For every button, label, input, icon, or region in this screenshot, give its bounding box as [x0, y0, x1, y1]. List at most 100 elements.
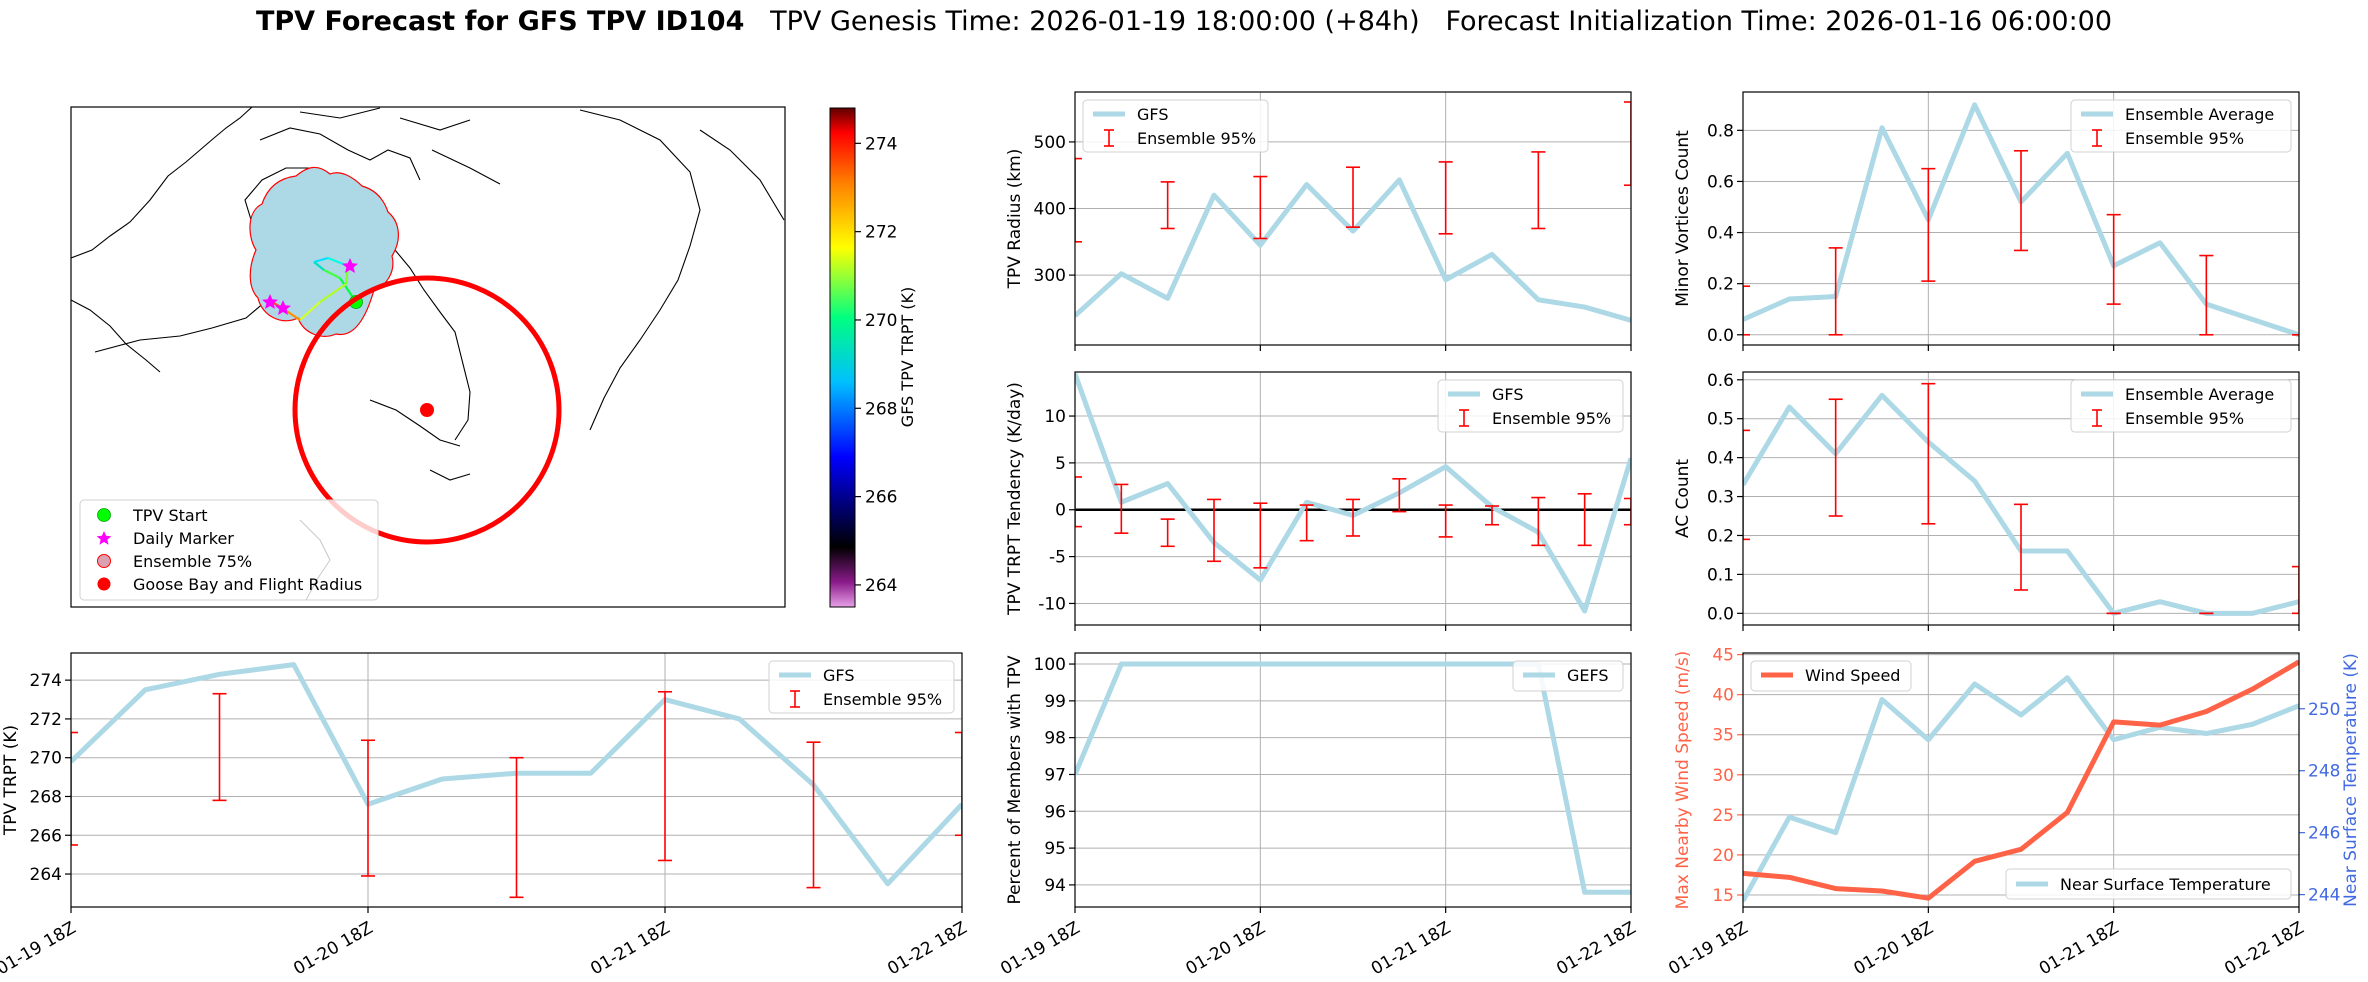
- ac-ytick-label: 0.2: [1707, 526, 1734, 546]
- members-ylabel: Percent of Members with TPV: [1005, 655, 1025, 904]
- tendency-legend-box: [1437, 379, 1624, 433]
- ac-ylabel: AC Count: [1673, 459, 1693, 538]
- tendency-errorbar: [1075, 476, 1082, 528]
- daily-marker-3: [275, 300, 291, 315]
- radius-ytick-label: 300: [1034, 266, 1066, 286]
- tendency-ytick-label: -10: [1038, 594, 1066, 614]
- radius-legend-series-label: GFS: [1137, 105, 1168, 124]
- members-ytick-label: 99: [1044, 692, 1066, 712]
- radius-ytick-label: 400: [1034, 200, 1066, 220]
- legend-tpv-start-icon: [97, 508, 111, 522]
- tendency-errorbar: [1485, 505, 1499, 526]
- ac-ytick-label: 0.0: [1707, 604, 1734, 624]
- trpt-xtick-label: 01-21 18Z: [587, 918, 673, 979]
- tendency-errorbar: [1392, 478, 1407, 513]
- colorbar-tick-label: 266: [865, 488, 897, 508]
- tendency-ytick-label: 0: [1055, 501, 1066, 521]
- tendency-errorbar: [1531, 496, 1546, 547]
- trpt-ytick-label: 272: [30, 710, 62, 730]
- wind-ytick-label: 45: [1712, 646, 1734, 666]
- daily-marker-1: [342, 258, 358, 273]
- ac-errorbar: [1921, 382, 1936, 525]
- chart-percent-members: 94 95 96 97 98 99 100 01-19 18Z 01-20 18Z 01-21 1…: [997, 652, 1640, 979]
- radius-errorbar: [1160, 181, 1175, 230]
- tendency-ylabel: TPV TRPT Tendency (K/day): [1005, 382, 1025, 616]
- tendency-ytick-label: -5: [1049, 548, 1066, 568]
- tendency-errorbar: [1207, 498, 1221, 563]
- radius-ytick-label: 500: [1034, 133, 1066, 153]
- tendency-errorbar: [1577, 493, 1592, 547]
- ac-ytick-label: 0.3: [1707, 488, 1734, 508]
- border-canada-us: [94, 295, 273, 353]
- wind-xtick-label: 01-22 18Z: [2221, 918, 2307, 979]
- coastline-alaska: [71, 299, 161, 373]
- wind-ytick-label: 15: [1712, 886, 1734, 906]
- minor-ytick-label: 0.0: [1707, 326, 1734, 346]
- chart-wind-temperature: 15 20 25 30 35 40 45 01-19 18Z 01-20 18Z 01-21 18…: [1665, 646, 2361, 980]
- members-ytick-label: 95: [1044, 839, 1066, 859]
- labrador-coast: [394, 249, 471, 441]
- wind-legend-series-label: Wind Speed: [1805, 666, 1900, 685]
- minor-legend-series-label: Ensemble Average: [2125, 105, 2274, 124]
- wind-ytick-label: 35: [1712, 726, 1734, 746]
- trpt-axes-frame: [70, 652, 963, 908]
- trpt-legend-ensemble-label: Ensemble 95%: [823, 690, 942, 709]
- minor-errorbar: [1743, 285, 1750, 336]
- tendency-errorbar: [1438, 504, 1453, 538]
- chart-minor-vortices: 0.0 0.2 0.4 0.6 0.8 Minor Vortices Count Ensem…: [1673, 91, 2300, 351]
- trpt-errorbar: [658, 690, 672, 862]
- trpt-ytick-label: 268: [30, 787, 62, 807]
- ac-data: [1743, 382, 2299, 616]
- colorbar-gradient: [829, 107, 856, 608]
- radius-ylabel: TPV Radius (km): [1005, 149, 1025, 290]
- members-xtick-label: 01-19 18Z: [997, 918, 1083, 979]
- ac-ytick-label: 0.4: [1707, 449, 1734, 469]
- figure-title: TPV Forecast for GFS TPV ID104 TPV Genes…: [0, 6, 2368, 37]
- ac-axes-frame: [1742, 371, 2300, 626]
- minor-errorbar: [2199, 254, 2214, 336]
- trpt-errorbar: [212, 692, 227, 802]
- wind-xtick-label: 01-21 18Z: [2036, 918, 2122, 979]
- wind-ytick-right-label: 246: [2308, 824, 2340, 844]
- radius-errorbar: [1346, 166, 1360, 228]
- trpt-xtick-label: 01-20 18Z: [290, 918, 376, 979]
- tendency-errorbar: [1299, 504, 1314, 542]
- greenland-coast-2: [699, 129, 785, 221]
- minor-ytick-label: 0.6: [1707, 172, 1734, 192]
- gulf-st-lawrence: [369, 399, 471, 481]
- legend-daily-marker-label: Daily Marker: [133, 529, 234, 548]
- wind-xtick-label: 01-19 18Z: [1665, 918, 1751, 979]
- minor-legend-ensemble-label: Ensemble 95%: [2125, 129, 2244, 148]
- wind-legend-right-label: Near Surface Temperature: [2060, 875, 2271, 894]
- radius-errorbar: [1624, 101, 1631, 187]
- tendency-ytick-label: 10: [1044, 407, 1066, 427]
- chart-tpv-trpt: 264 266 268 270 272 274 01-19 18Z 01-20 18Z 01-2…: [0, 652, 971, 979]
- figure-title-rest: TPV Genesis Time: 2026-01-19 18:00:00 (+…: [770, 6, 2113, 37]
- trpt-xtick-label: 01-19 18Z: [0, 918, 80, 979]
- members-ytick-label: 98: [1044, 729, 1066, 749]
- tendency-errorbar: [1114, 483, 1129, 534]
- chart-tpv-radius: 300 400 500 TPV Radius (km) GFS Ensemble 95%: [1005, 91, 1632, 351]
- radius-errorbar: [1438, 161, 1453, 235]
- tendency-legend-ensemble-label: Ensemble 95%: [1492, 409, 1611, 428]
- tendency-ytick-label: 5: [1055, 454, 1066, 474]
- map-legend: TPV Start Daily Marker Ensemble 75% Goos…: [79, 499, 379, 601]
- members-axes-bg: [1075, 653, 1631, 907]
- tendency-legend: GFS Ensemble 95%: [1437, 379, 1624, 433]
- minor-errorbar: [1828, 247, 1843, 336]
- ac-errorbar: [1743, 429, 1750, 541]
- trpt-ytick-label: 270: [30, 749, 62, 769]
- wind-legend-right-box: [2005, 868, 2292, 900]
- ac-ytick-label: 0.1: [1707, 565, 1734, 585]
- wind-ytick-label: 25: [1712, 806, 1734, 826]
- members-legend-box: [1512, 660, 1624, 692]
- minor-errorbar: [1921, 167, 1936, 282]
- colorbar-tick-label: 268: [865, 399, 897, 419]
- members-ytick-label: 100: [1034, 655, 1066, 675]
- minor-ylabel: Minor Vortices Count: [1673, 130, 1693, 307]
- radius-legend-ensemble-label: Ensemble 95%: [1137, 129, 1256, 148]
- wind-axes-bg: [1743, 653, 2299, 907]
- minor-legend: Ensemble Average Ensemble 95%: [2070, 99, 2292, 153]
- colorbar-tick-label: 270: [865, 311, 897, 331]
